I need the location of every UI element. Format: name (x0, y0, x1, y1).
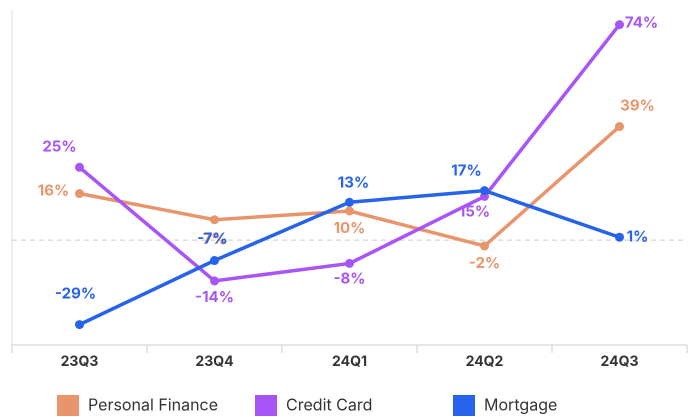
point (210, 256, 219, 266)
legend-label: Personal Finance (88, 394, 218, 414)
data-label: 16% (38, 181, 69, 200)
legend-swatch (57, 395, 79, 416)
point (75, 189, 84, 199)
point (345, 258, 354, 268)
data-label: 25% (42, 136, 76, 155)
legend-label: Mortgage (484, 394, 557, 414)
data-label: 15% (459, 202, 490, 221)
x-tick-label: 24Q2 (466, 353, 504, 370)
point (75, 320, 84, 330)
x-tick-label: 23Q3 (61, 353, 99, 370)
data-label: -7% (197, 229, 228, 248)
point (210, 215, 219, 225)
data-label: 39% (620, 96, 655, 115)
x-tick-label: 24Q3 (601, 353, 639, 370)
legend-swatch (255, 395, 277, 416)
data-label: 13% (338, 172, 369, 191)
point (75, 162, 84, 172)
point (345, 206, 354, 216)
x-tick-label: 24Q1 (332, 353, 367, 370)
point (480, 241, 489, 251)
legend-label: Credit Card (286, 394, 372, 414)
data-label: 10% (334, 218, 366, 237)
point (345, 197, 354, 207)
point (615, 232, 624, 242)
x-tick-label: 23Q4 (195, 353, 233, 370)
data-label: -14% (195, 287, 234, 306)
point (210, 276, 219, 286)
data-label: 74% (625, 13, 658, 32)
data-label: -8% (333, 269, 365, 288)
point (615, 20, 624, 30)
point (480, 186, 489, 196)
point (615, 122, 624, 132)
data-label: -29% (55, 284, 96, 303)
data-label: 1% (627, 226, 649, 245)
line (78, 23, 621, 283)
data-label: 17% (451, 161, 481, 180)
legend-swatch (453, 395, 475, 416)
data-label: 7% (203, 229, 227, 248)
data-label: -2% (469, 253, 500, 272)
